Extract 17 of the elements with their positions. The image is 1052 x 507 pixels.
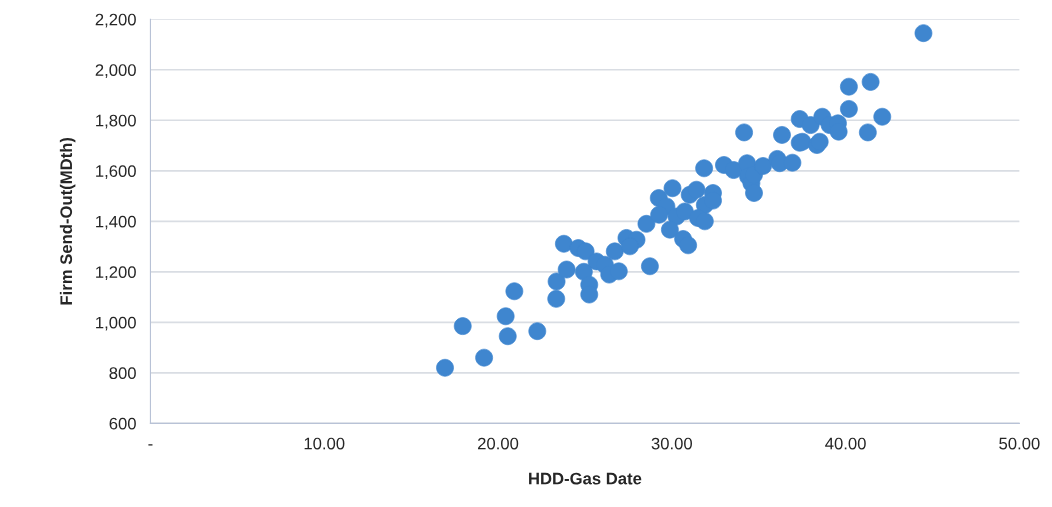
- y-tick-label: 2,000: [95, 64, 136, 78]
- x-tick-label: -: [148, 444, 153, 446]
- x-tick-label: 10.00: [304, 437, 345, 450]
- y-tick-label: 600: [109, 417, 136, 430]
- x-tick-label: 30.00: [651, 437, 693, 450]
- y-tick-label: 1,000: [96, 316, 136, 331]
- x-tick-label: 40.00: [825, 437, 866, 450]
- x-tick-label: 20.00: [478, 437, 519, 450]
- x-axis-title: HDD-Gas Date: [529, 472, 642, 485]
- y-tick-label: 2,200: [95, 13, 136, 28]
- x-tick-label: 50.00: [999, 437, 1040, 450]
- y-axis-title: Firm Send-Out(MDth): [59, 137, 76, 305]
- y-tick-label: 1,200: [96, 266, 136, 280]
- y-tick-label: 1,600: [96, 165, 136, 179]
- y-tick-label: 1,800: [96, 114, 136, 129]
- y-tick-label: 800: [109, 367, 136, 380]
- y-tick-label: 1,400: [96, 215, 136, 230]
